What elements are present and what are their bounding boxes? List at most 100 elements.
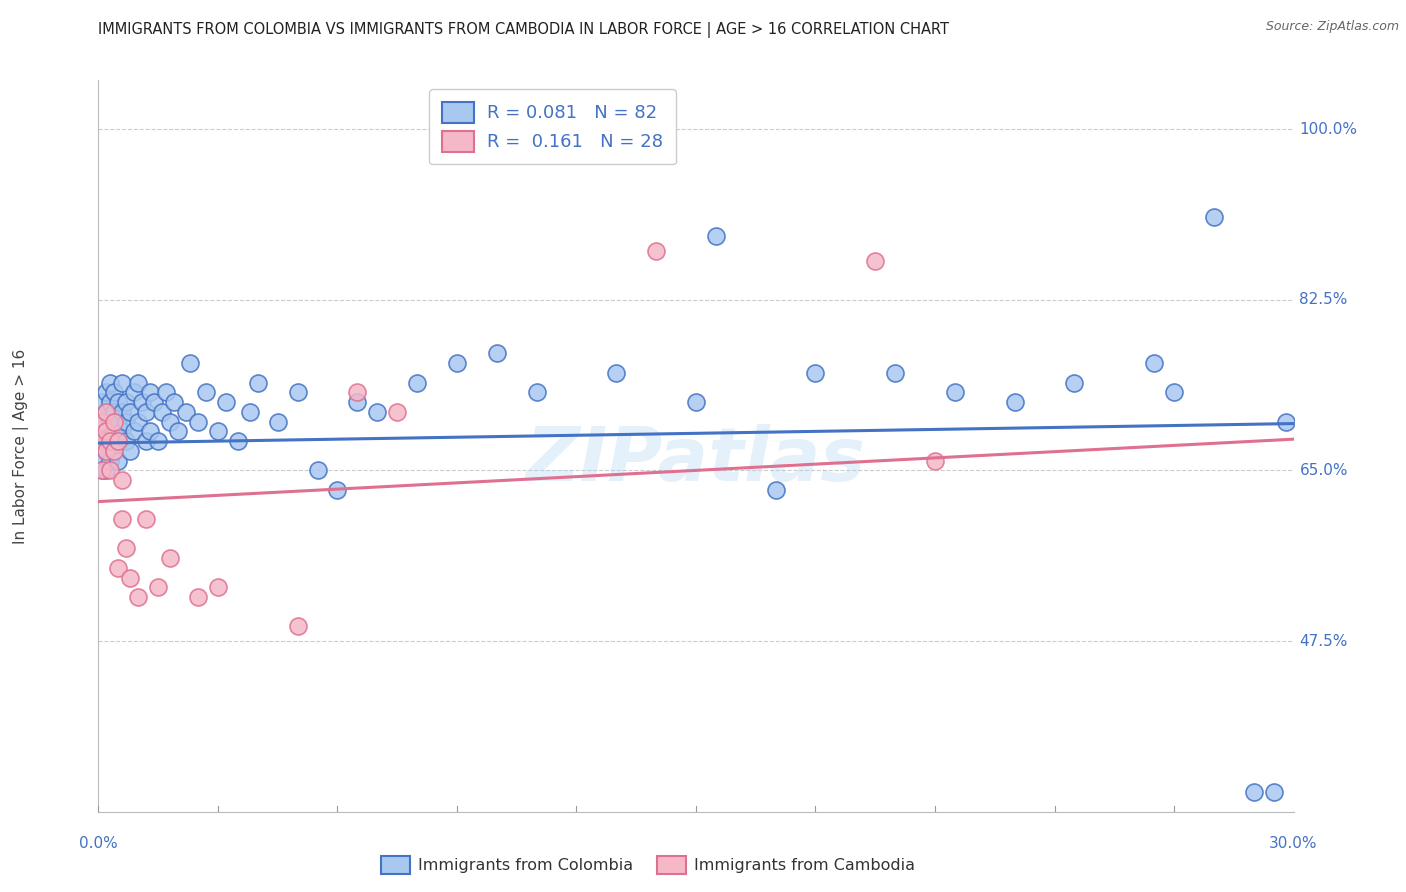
Point	[115, 395, 138, 409]
Point	[111, 473, 134, 487]
Point	[103, 415, 125, 429]
Point	[91, 415, 114, 429]
Point	[1263, 785, 1285, 799]
Point	[107, 561, 129, 575]
Point	[346, 395, 368, 409]
Point	[884, 366, 907, 380]
Point	[645, 244, 668, 258]
Point	[215, 395, 238, 409]
Point	[98, 453, 122, 467]
Point	[107, 434, 129, 449]
Point	[148, 434, 170, 449]
Point	[446, 356, 468, 370]
Point	[96, 405, 118, 419]
Point	[98, 434, 122, 449]
Point	[103, 405, 125, 419]
Point	[194, 385, 218, 400]
Point	[120, 443, 142, 458]
Point	[526, 385, 548, 400]
Text: 30.0%: 30.0%	[1270, 836, 1317, 851]
Point	[124, 385, 146, 400]
Point	[91, 463, 114, 477]
Point	[207, 425, 229, 439]
Point	[159, 551, 181, 566]
Point	[127, 415, 149, 429]
Point	[120, 571, 142, 585]
Text: In Labor Force | Age > 16: In Labor Force | Age > 16	[13, 349, 30, 543]
Point	[704, 229, 727, 244]
Legend: Immigrants from Colombia, Immigrants from Cambodia: Immigrants from Colombia, Immigrants fro…	[375, 849, 921, 880]
Point	[863, 253, 886, 268]
Point	[115, 541, 138, 556]
Point	[91, 434, 114, 449]
Point	[143, 395, 166, 409]
Point	[98, 434, 122, 449]
Point	[685, 395, 707, 409]
Text: 0.0%: 0.0%	[79, 836, 118, 851]
Point	[127, 590, 149, 604]
Point	[96, 443, 118, 458]
Point	[1143, 356, 1166, 370]
Point	[924, 453, 946, 467]
Point	[765, 483, 787, 497]
Point	[111, 376, 134, 390]
Point	[96, 463, 118, 477]
Point	[366, 405, 388, 419]
Point	[1063, 376, 1085, 390]
Point	[107, 453, 129, 467]
Text: Source: ZipAtlas.com: Source: ZipAtlas.com	[1265, 20, 1399, 33]
Point	[1274, 415, 1296, 429]
Point	[98, 463, 122, 477]
Point	[127, 376, 149, 390]
Text: 47.5%: 47.5%	[1299, 633, 1348, 648]
Point	[207, 581, 229, 595]
Point	[1004, 395, 1026, 409]
Point	[187, 415, 209, 429]
Point	[91, 453, 114, 467]
Point	[346, 385, 368, 400]
Point	[174, 405, 197, 419]
Point	[96, 425, 118, 439]
Text: 82.5%: 82.5%	[1299, 293, 1348, 307]
Point	[111, 405, 134, 419]
Point	[103, 443, 125, 458]
Point	[135, 434, 157, 449]
Point	[287, 385, 309, 400]
Point	[96, 405, 118, 419]
Point	[91, 434, 114, 449]
Point	[98, 395, 122, 409]
Point	[485, 346, 508, 360]
Point	[1163, 385, 1185, 400]
Point	[115, 415, 138, 429]
Point	[107, 395, 129, 409]
Point	[187, 590, 209, 604]
Point	[98, 415, 122, 429]
Point	[159, 415, 181, 429]
Text: IMMIGRANTS FROM COLOMBIA VS IMMIGRANTS FROM CAMBODIA IN LABOR FORCE | AGE > 16 C: IMMIGRANTS FROM COLOMBIA VS IMMIGRANTS F…	[98, 22, 949, 38]
Text: 65.0%: 65.0%	[1299, 463, 1348, 478]
Point	[163, 395, 186, 409]
Point	[107, 415, 129, 429]
Point	[91, 415, 114, 429]
Text: ZIPatlas: ZIPatlas	[526, 424, 866, 497]
Point	[139, 425, 162, 439]
Point	[326, 483, 349, 497]
Point	[287, 619, 309, 633]
Point	[120, 405, 142, 419]
Point	[179, 356, 201, 370]
Point	[96, 443, 118, 458]
Point	[943, 385, 966, 400]
Point	[167, 425, 190, 439]
Point	[307, 463, 329, 477]
Point	[91, 463, 114, 477]
Point	[111, 512, 134, 526]
Point	[91, 395, 114, 409]
Point	[131, 395, 153, 409]
Point	[124, 425, 146, 439]
Point	[150, 405, 173, 419]
Point	[239, 405, 262, 419]
Point	[148, 581, 170, 595]
Point	[246, 376, 269, 390]
Point	[385, 405, 409, 419]
Point	[107, 434, 129, 449]
